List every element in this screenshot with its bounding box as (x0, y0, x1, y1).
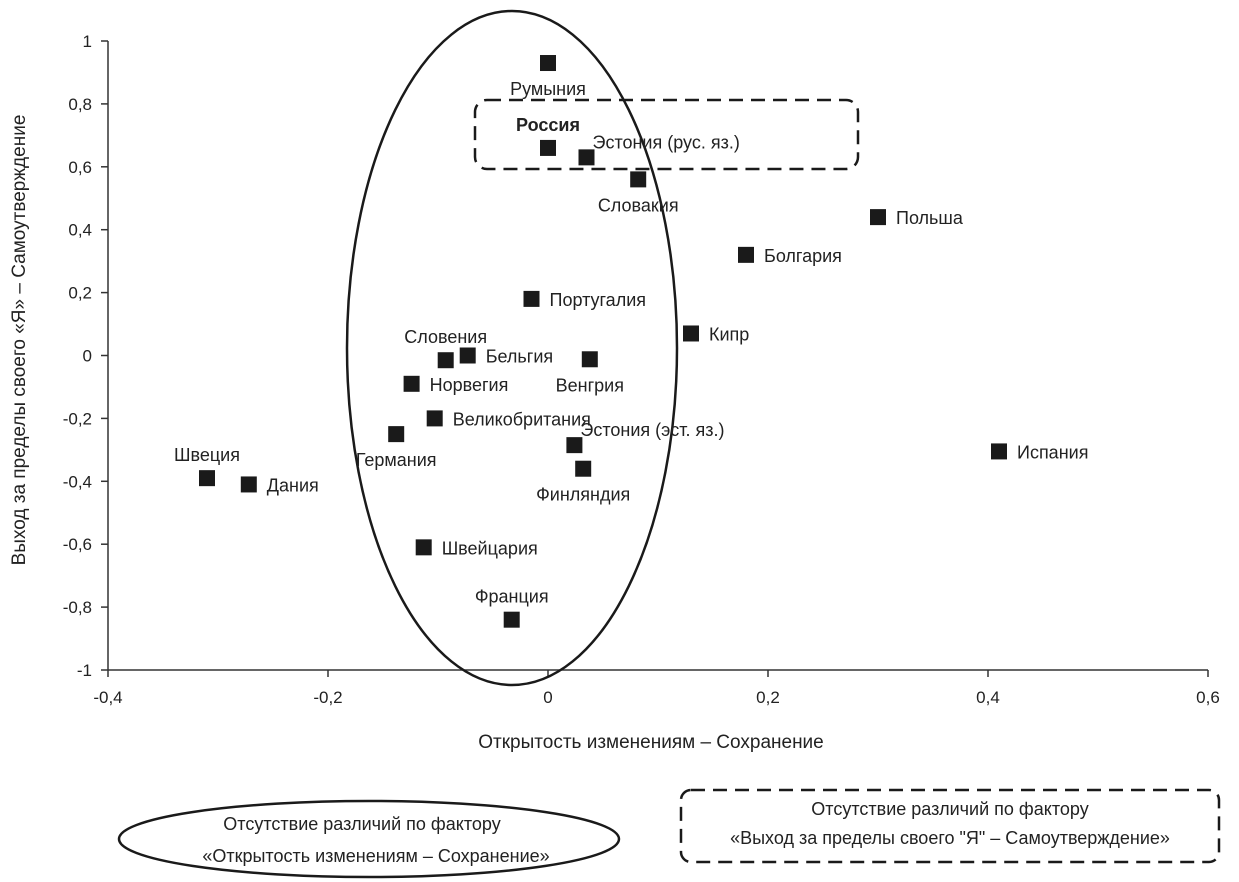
point-label: Кипр (709, 324, 749, 344)
point-label: Германия (356, 450, 437, 470)
x-tick-label: 0,4 (976, 688, 1000, 707)
point-label: Швейцария (442, 538, 538, 558)
point-marker (566, 437, 583, 454)
y-tick-label: -0,6 (63, 535, 92, 554)
point-marker (575, 460, 592, 477)
x-tick-label: -0,4 (93, 688, 122, 707)
x-tick-label: 0,6 (1196, 688, 1220, 707)
point-label: Эстония (эст. яз.) (580, 420, 724, 440)
point-label: Португалия (550, 290, 647, 310)
point-marker (581, 351, 598, 368)
legend-ellipse-line1: Отсутствие различий по фактору (223, 814, 500, 834)
point-marker (240, 476, 257, 493)
point-marker (503, 611, 520, 628)
point-marker (991, 443, 1007, 460)
point-marker (540, 55, 556, 72)
point-marker (199, 470, 215, 487)
point-label: Финляндия (536, 485, 630, 505)
legend-dashed-line2: «Выход за пределы своего "Я" – Самоутвер… (730, 828, 1170, 848)
point-marker (523, 290, 540, 307)
y-tick-label: 0,6 (68, 158, 92, 177)
grouping-shapes (345, 9, 860, 687)
point-marker (630, 171, 647, 188)
y-tick-label: -0,4 (63, 472, 92, 491)
x-tick-label: -0,2 (313, 688, 342, 707)
point-marker (415, 539, 432, 556)
point-marker (388, 426, 405, 443)
point-label: Румыния (510, 79, 586, 99)
point-label: Франция (475, 587, 549, 607)
legend-ellipse: Отсутствие различий по фактору «Открытос… (117, 799, 621, 879)
point-label: Великобритания (453, 409, 591, 429)
point-marker (426, 410, 443, 427)
x-tick-label: 0 (543, 688, 552, 707)
group-dashed-box (473, 98, 860, 171)
y-tick-label: -1 (77, 661, 92, 680)
y-tick-label: 0,8 (68, 95, 92, 114)
legend-dashed: Отсутствие различий по фактору «Выход за… (679, 788, 1221, 864)
point-label: Болгария (764, 246, 842, 266)
legend-dashed-shape (679, 788, 1221, 864)
point-label: Эстония (рус. яз.) (593, 132, 740, 152)
legend-dashed-line1: Отсутствие различий по фактору (811, 799, 1088, 819)
point-label: Польша (896, 208, 964, 228)
point-label: Испания (1017, 442, 1088, 462)
axes: -0,4 -0,2 0 0,2 0,4 0,6 1 0,8 0,6 0,4 0,2 0 -0,2 -0,4… (63, 32, 1220, 707)
y-tick-label: 0,4 (68, 221, 92, 240)
group-ellipse (345, 9, 679, 687)
y-tick-label: 1 (83, 32, 92, 51)
point-marker (459, 347, 476, 364)
point-marker (540, 139, 556, 156)
point-marker (683, 325, 699, 342)
point-label: Дания (267, 475, 319, 495)
point-label: Бельгия (486, 347, 553, 367)
x-axis-title: Открытость изменениям – Сохранение (478, 732, 824, 753)
data-points: Румыния Россия Эстония (рус. яз.) Словакия П… (174, 55, 1088, 628)
y-tick-label: 0 (83, 347, 92, 366)
point-marker (578, 149, 595, 166)
point-label: Словения (404, 327, 487, 347)
y-tick-label: -0,2 (63, 409, 92, 428)
point-label: Словакия (598, 195, 679, 215)
legend-ellipse-shape (117, 799, 621, 879)
point-marker (738, 246, 754, 263)
point-label: Россия (516, 115, 580, 135)
point-marker (437, 352, 454, 369)
y-axis-title: Выход за пределы своего «Я» – Самоутверж… (9, 115, 30, 566)
y-tick-label: 0,2 (68, 284, 92, 303)
y-tick-label: -0,8 (63, 598, 92, 617)
point-label: Венгрия (556, 375, 624, 395)
x-tick-label: 0,2 (756, 688, 780, 707)
point-marker (403, 375, 420, 392)
point-label: Норвегия (430, 375, 509, 395)
point-marker (870, 209, 886, 226)
legend-ellipse-line2: «Открытость изменениям – Сохранение» (202, 846, 549, 866)
point-label: Швеция (174, 445, 240, 465)
